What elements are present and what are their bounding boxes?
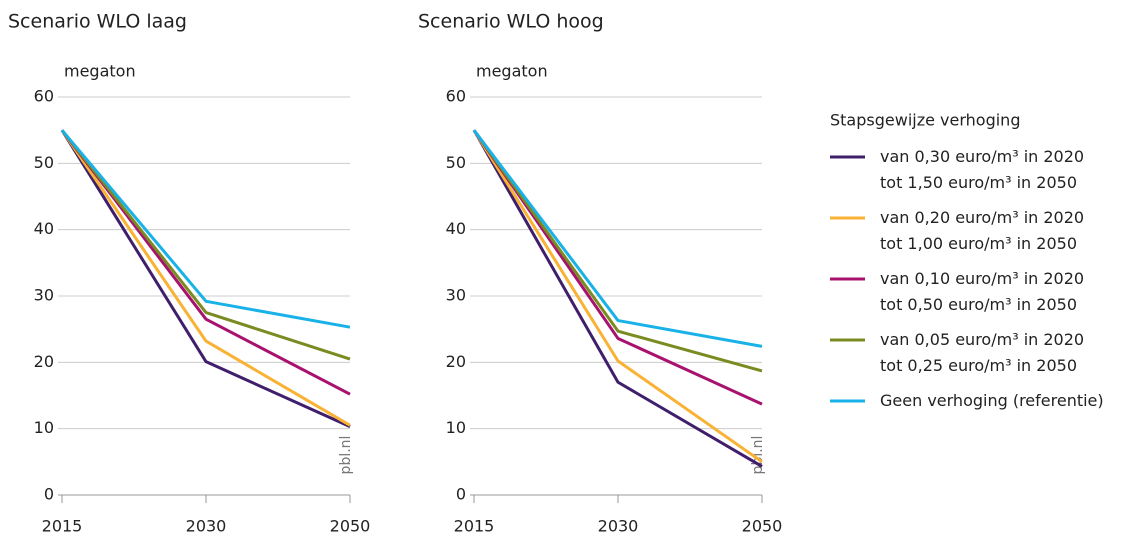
y-tick-label: 20 [446,352,466,371]
x-tick-label: 2015 [42,517,83,536]
legend-title: Stapsgewijze verhoging [830,111,1020,130]
y-tick-label: 30 [446,286,466,305]
series-line [472,129,763,468]
series-line [60,129,351,329]
chart-title: Scenario WLO laag [8,11,187,33]
y-tick-label: 10 [446,418,466,437]
y-tick-label: 40 [446,219,466,238]
x-tick-label: 2030 [186,517,227,536]
y-axis-label: megaton [476,62,548,81]
series-line [472,129,763,373]
y-tick-label: 40 [34,219,54,238]
legend-label: van 0,10 euro/m³ in 2020 tot 0,50 euro/m³… [880,269,1084,314]
y-tick-label: 60 [446,87,466,106]
x-tick-label: 2015 [454,517,495,536]
y-tick-label: 0 [44,485,54,504]
chart-title: Scenario WLO hoog [418,11,604,33]
y-tick-label: 20 [34,352,54,371]
series-line [60,129,351,396]
series-line [472,129,763,406]
y-tick-label: 10 [34,418,54,437]
x-tick-label: 2050 [330,517,371,536]
y-tick-label: 0 [456,485,466,504]
series-line [60,129,351,429]
series-line [472,129,763,464]
series-line [60,129,351,361]
legend-label: van 0,30 euro/m³ in 2020 tot 1,50 euro/m³… [880,147,1084,192]
legend-label: van 0,20 euro/m³ in 2020 tot 1,00 euro/m³… [880,208,1084,253]
y-tick-label: 30 [34,286,54,305]
source-label: pbl.nl [338,436,354,475]
y-tick-label: 50 [34,153,54,172]
series-line [60,129,351,427]
series-line [472,129,763,348]
y-tick-label: 50 [446,153,466,172]
y-tick-label: 60 [34,87,54,106]
legend-label: van 0,05 euro/m³ in 2020 tot 0,25 euro/m³… [880,330,1084,375]
y-axis-label: megaton [64,62,136,81]
x-tick-label: 2030 [598,517,639,536]
source-label: pbl.nl [750,436,766,475]
legend-label: Geen verhoging (referentie) [880,391,1104,410]
x-tick-label: 2050 [742,517,783,536]
